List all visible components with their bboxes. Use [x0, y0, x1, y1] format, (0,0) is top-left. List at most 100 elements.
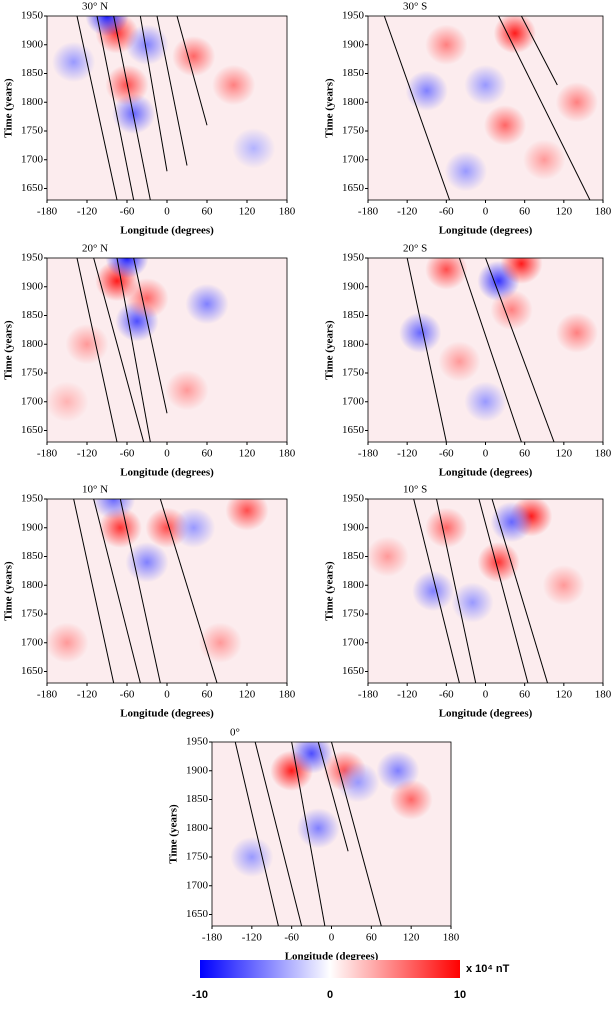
y-tick-label: 1900	[342, 280, 365, 292]
x-tick-label: 0	[164, 448, 170, 460]
y-tick-label: 1650	[21, 665, 44, 677]
x-tick-label: 60	[202, 206, 214, 218]
y-tick-label: 1850	[21, 309, 44, 321]
x-tick-label: 180	[279, 689, 296, 701]
x-tick-label: 60	[519, 689, 531, 701]
y-tick-label: 1650	[342, 424, 365, 436]
field	[368, 499, 585, 683]
x-tick-label: 180	[595, 206, 612, 218]
y-tick-label: 1900	[21, 521, 44, 533]
anomaly	[444, 151, 488, 192]
anomaly	[165, 370, 209, 411]
y-tick-label: 1800	[21, 338, 44, 350]
x-tick-label: 0	[483, 689, 489, 701]
field	[230, 742, 433, 926]
drift-line	[76, 258, 118, 442]
drift-line	[119, 499, 161, 683]
anomaly	[290, 742, 334, 774]
anomaly	[389, 779, 433, 820]
y-tick-label: 1700	[21, 153, 44, 165]
drift-line	[317, 742, 349, 852]
x-tick-label: 120	[556, 689, 573, 701]
anomaly	[555, 82, 599, 123]
y-tick-label: 1950	[342, 493, 365, 505]
y-tick-label: 1850	[21, 67, 44, 79]
drift-line	[520, 16, 558, 86]
anomaly	[172, 507, 216, 548]
field	[399, 258, 599, 442]
anomaly	[451, 582, 494, 623]
y-tick-label: 1950	[342, 252, 365, 264]
anomaly	[198, 622, 242, 663]
y-tick-label: 1800	[186, 822, 209, 834]
drift-line	[254, 742, 303, 926]
x-tick-label: -180	[358, 448, 379, 460]
anomaly	[52, 41, 96, 83]
x-tick-label: -120	[77, 448, 98, 460]
y-tick-label: 1850	[342, 67, 365, 79]
anomaly	[542, 565, 585, 606]
y-tick-label: 1650	[186, 908, 209, 920]
x-tick-label: -120	[242, 932, 263, 944]
x-tick-label: -60	[120, 206, 135, 218]
y-tick-label: 1950	[21, 493, 44, 505]
y-tick-label: 1650	[342, 182, 365, 194]
x-tick-label: 120	[239, 689, 256, 701]
anomaly	[438, 341, 481, 382]
drift-line	[478, 499, 529, 683]
drift-line	[113, 16, 151, 200]
x-tick-label: 60	[519, 448, 531, 460]
y-axis-label: Time (years)	[3, 320, 15, 380]
x-axis-label: Longitude (degrees)	[120, 225, 214, 237]
y-tick-label: 1700	[21, 636, 44, 648]
y-tick-label: 1800	[21, 96, 44, 108]
y-tick-label: 1900	[21, 280, 44, 292]
drift-line	[133, 258, 168, 414]
field	[47, 499, 269, 683]
y-tick-label: 1950	[21, 252, 44, 264]
anomaly	[172, 36, 216, 77]
y-tick-label: 1650	[21, 182, 44, 194]
y-tick-label: 1750	[21, 125, 44, 137]
x-tick-label: 0	[164, 206, 170, 218]
drift-line	[93, 258, 145, 442]
y-tick-label: 1950	[21, 10, 44, 22]
chart-title: 10° S	[403, 484, 427, 496]
anomaly	[230, 836, 274, 878]
y-tick-label: 1800	[342, 338, 365, 350]
anomaly	[399, 312, 442, 353]
chart-title: 20° N	[82, 243, 108, 255]
y-tick-label: 1750	[21, 367, 44, 379]
drift-line	[291, 742, 326, 926]
drift-line	[413, 499, 460, 683]
anomaly	[405, 70, 448, 111]
chart-title: 0°	[230, 727, 240, 739]
y-tick-label: 1750	[186, 851, 209, 863]
colorbar-tick-label: 0	[327, 989, 333, 1001]
x-tick-label: -120	[77, 689, 98, 701]
x-tick-label: 120	[239, 448, 256, 460]
y-tick-label: 1800	[21, 579, 44, 591]
drift-line	[436, 499, 477, 683]
anomaly	[125, 278, 169, 319]
y-axis-label: Time (years)	[3, 561, 15, 621]
x-tick-label: -180	[37, 689, 58, 701]
x-tick-label: -60	[284, 932, 299, 944]
x-tick-label: 0	[483, 448, 489, 460]
x-tick-label: 60	[202, 448, 214, 460]
x-tick-label: 0	[329, 932, 335, 944]
y-tick-label: 1900	[21, 38, 44, 50]
anomaly	[47, 622, 89, 663]
anomaly	[225, 499, 269, 531]
anomaly	[47, 381, 89, 422]
drift-line	[96, 16, 135, 200]
drift-line	[498, 16, 591, 200]
y-axis-label: Time (years)	[324, 320, 336, 380]
anomaly	[296, 808, 340, 849]
anomaly	[368, 536, 409, 577]
colorbar-tick-label: -10	[192, 989, 208, 1001]
x-tick-label: -60	[439, 689, 454, 701]
x-tick-label: -180	[37, 206, 58, 218]
x-tick-label: 0	[164, 689, 170, 701]
